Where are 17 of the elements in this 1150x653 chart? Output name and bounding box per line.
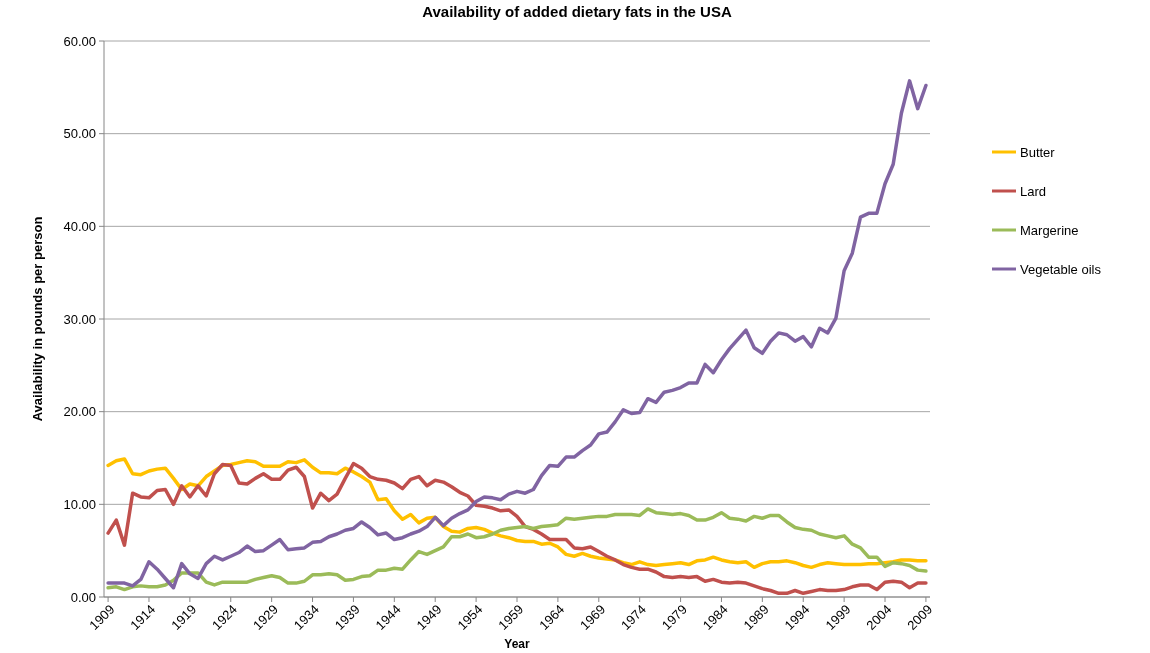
y-tick-label: 50.00 xyxy=(63,126,96,142)
y-tick-label: 10.00 xyxy=(63,496,96,512)
y-tick-label: 60.00 xyxy=(63,33,96,49)
y-axis-title: Availability in pounds per person xyxy=(30,216,45,422)
line-series xyxy=(106,457,928,570)
chart-title: Availability of added dietary fats in the USA xyxy=(422,3,732,20)
line-series xyxy=(106,79,928,590)
legend-label: Butter xyxy=(1020,144,1056,160)
legend-label: Vegetable oils xyxy=(1020,261,1102,277)
y-tick-label: 20.00 xyxy=(63,404,96,420)
legend-label: Lard xyxy=(1020,183,1047,199)
y-tick-label: 0.00 xyxy=(70,589,96,605)
legend-label: Margerine xyxy=(1020,222,1079,238)
y-tick-label: 30.00 xyxy=(63,311,96,327)
y-tick-label: 40.00 xyxy=(63,218,96,234)
x-axis-title: Year xyxy=(504,637,531,651)
line-series xyxy=(106,507,928,592)
